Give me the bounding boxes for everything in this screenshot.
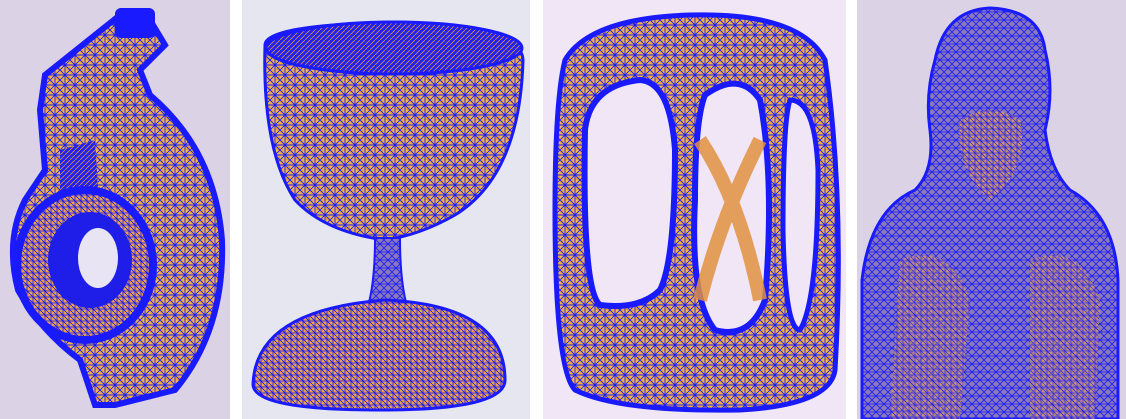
mesh-stud (115, 8, 155, 38)
panel-bust (857, 0, 1126, 419)
panel-cube-frame (543, 0, 846, 419)
mesh-coat-left (890, 255, 970, 419)
mesh-face (959, 110, 1022, 200)
mesh-inner-bar (693, 136, 767, 302)
mesh-opening-right (780, 97, 821, 333)
mesh-foot (251, 298, 507, 412)
mesh-bowl-rim (264, 20, 524, 76)
panel-rocker-arm (0, 0, 230, 419)
mesh-bore (78, 228, 118, 288)
panel-goblet (242, 0, 530, 419)
mesh-opening-left (581, 76, 679, 309)
mesh-coat-right (1030, 255, 1100, 419)
